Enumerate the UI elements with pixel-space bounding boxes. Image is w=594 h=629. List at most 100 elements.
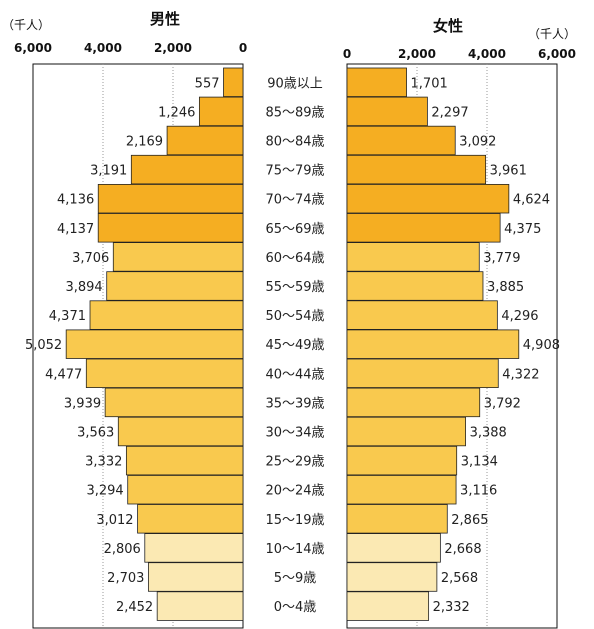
female-value-label: 3,885 xyxy=(487,280,524,295)
female-value-label: 4,375 xyxy=(504,222,541,237)
age-group-label: 65〜69歳 xyxy=(265,222,324,237)
female-value-label: 4,296 xyxy=(501,309,538,324)
age-group-label: 80〜84歳 xyxy=(265,135,324,150)
female-value-label: 3,388 xyxy=(470,426,507,441)
male-bar xyxy=(85,358,244,389)
male-value-label: 4,371 xyxy=(49,309,86,324)
male-value-label: 557 xyxy=(195,76,220,91)
male-value-label: 1,246 xyxy=(158,105,195,120)
age-group-label: 10〜14歳 xyxy=(265,542,324,557)
female-bar xyxy=(346,300,498,330)
left-unit-label: （千人） xyxy=(2,18,50,32)
male-bar xyxy=(137,504,244,534)
female-bar xyxy=(346,591,430,621)
female-bar xyxy=(346,183,510,214)
female-tick-label: 6,000 xyxy=(538,47,576,61)
female-bar xyxy=(346,329,520,359)
male-value-label: 3,191 xyxy=(90,164,127,179)
age-group-label: 25〜29歳 xyxy=(265,455,324,470)
female-bar xyxy=(346,416,466,447)
age-group-label: 60〜64歳 xyxy=(265,251,324,266)
female-value-label: 2,297 xyxy=(431,105,468,120)
male-value-label: 3,563 xyxy=(77,426,114,441)
age-group-label: 0〜4歳 xyxy=(274,600,317,615)
female-title: 女性 xyxy=(433,17,463,35)
male-bar xyxy=(166,125,244,156)
female-bar xyxy=(346,67,407,98)
female-tick-label: 4,000 xyxy=(468,47,506,61)
male-value-label: 2,703 xyxy=(107,571,144,586)
female-value-label: 3,792 xyxy=(484,396,521,411)
female-bar xyxy=(346,242,480,272)
male-bar xyxy=(104,387,244,418)
male-bar xyxy=(144,533,244,563)
male-bar xyxy=(97,213,244,243)
female-value-label: 3,779 xyxy=(483,251,520,266)
age-group-label: 50〜54歳 xyxy=(265,309,324,324)
female-value-label: 4,908 xyxy=(523,338,560,353)
male-bar xyxy=(156,591,244,621)
female-bar xyxy=(346,125,456,156)
female-bar xyxy=(346,358,499,389)
male-value-label: 4,477 xyxy=(45,367,82,382)
age-group-label: 90歳以上 xyxy=(267,76,323,91)
age-group-label: 30〜34歳 xyxy=(265,426,324,441)
age-group-label: 5〜9歳 xyxy=(274,571,317,586)
male-value-label: 3,939 xyxy=(64,396,101,411)
female-value-label: 2,568 xyxy=(441,571,478,586)
right-unit-label: （千人） xyxy=(528,27,576,41)
male-bar xyxy=(65,329,244,359)
male-value-label: 4,137 xyxy=(57,222,94,237)
male-bar xyxy=(112,242,244,272)
age-group-label: 45〜49歳 xyxy=(265,338,324,353)
female-bar xyxy=(346,445,458,476)
female-bar xyxy=(346,504,448,534)
female-value-label: 3,134 xyxy=(461,455,498,470)
male-bar xyxy=(117,416,244,447)
female-value-label: 3,961 xyxy=(490,164,527,179)
male-value-label: 3,294 xyxy=(86,484,123,499)
male-value-label: 3,332 xyxy=(85,455,122,470)
male-value-label: 4,136 xyxy=(57,193,94,208)
female-bar xyxy=(346,96,428,127)
male-title: 男性 xyxy=(150,10,180,28)
male-value-label: 3,012 xyxy=(96,513,133,528)
female-bar xyxy=(346,533,441,563)
female-value-label: 2,332 xyxy=(433,600,470,615)
age-group-label: 55〜59歳 xyxy=(265,280,324,295)
female-bar xyxy=(346,474,457,505)
male-bar xyxy=(106,271,244,301)
female-tick-label: 0 xyxy=(343,47,351,61)
male-tick-label: 4,000 xyxy=(84,41,122,55)
female-value-label: 3,092 xyxy=(459,135,496,150)
female-value-label: 1,701 xyxy=(411,76,448,91)
age-group-label: 20〜24歳 xyxy=(265,484,324,499)
male-value-label: 2,806 xyxy=(104,542,141,557)
age-group-label: 35〜39歳 xyxy=(265,396,324,411)
male-bar xyxy=(198,96,244,127)
age-group-label: 85〜89歳 xyxy=(265,105,324,120)
female-bar xyxy=(346,271,484,301)
male-tick-label: 2,000 xyxy=(154,41,192,55)
male-value-label: 3,706 xyxy=(72,251,109,266)
male-tick-label: 6,000 xyxy=(14,41,52,55)
female-value-label: 3,116 xyxy=(460,484,497,499)
female-bar xyxy=(346,387,481,418)
age-group-label: 75〜79歳 xyxy=(265,164,324,179)
female-value-label: 2,668 xyxy=(444,542,481,557)
female-tick-label: 2,000 xyxy=(398,47,436,61)
male-bar xyxy=(147,562,244,592)
male-bar xyxy=(89,300,244,330)
female-value-label: 4,624 xyxy=(513,193,550,208)
male-bar xyxy=(127,474,244,505)
male-bar xyxy=(97,183,244,214)
female-bar xyxy=(346,154,487,185)
male-bar xyxy=(125,445,244,476)
male-value-label: 2,452 xyxy=(116,600,153,615)
female-value-label: 2,865 xyxy=(451,513,488,528)
female-bar xyxy=(346,562,438,592)
male-value-label: 5,052 xyxy=(25,338,62,353)
male-value-label: 2,169 xyxy=(126,135,163,150)
age-group-label: 40〜44歳 xyxy=(265,367,324,382)
